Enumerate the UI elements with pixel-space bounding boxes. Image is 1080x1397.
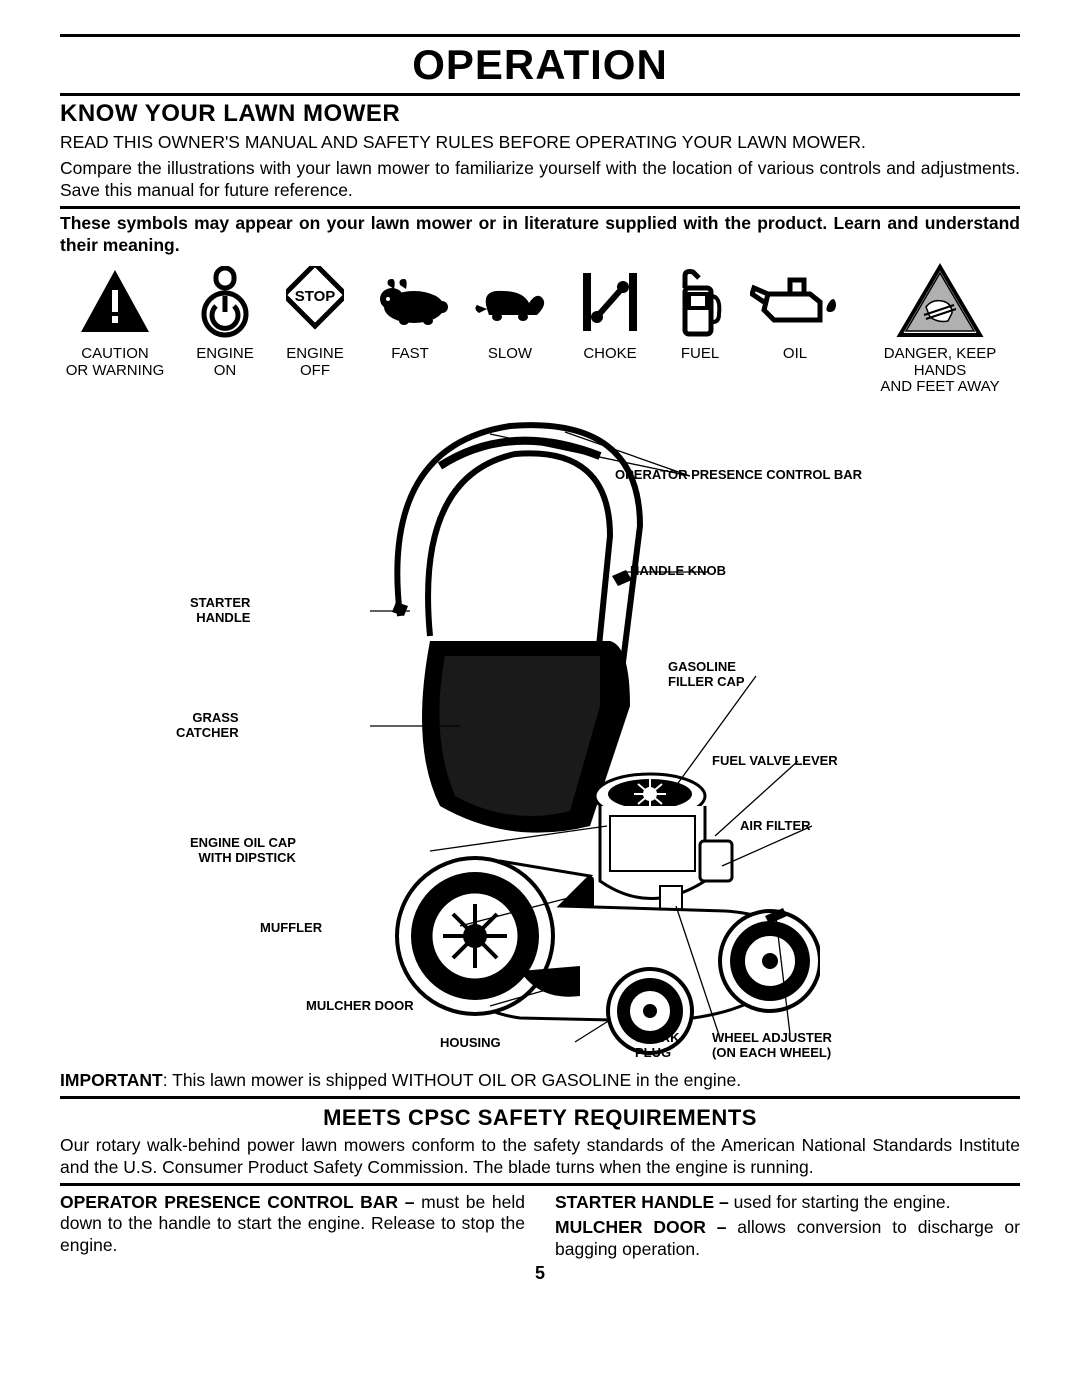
callout-catcher: GRASS CATCHER bbox=[176, 711, 239, 741]
callout-wheeladj: WHEEL ADJUSTER (ON EACH WHEEL) bbox=[712, 1031, 832, 1061]
engine-on-icon bbox=[196, 262, 254, 342]
important-text: : This lawn mower is shipped WITHOUT OIL… bbox=[163, 1070, 741, 1090]
symbols-row: CAUTION OR WARNING ENGINE ON STOP ENGINE… bbox=[60, 262, 1020, 396]
symbol-label: OIL bbox=[783, 346, 807, 363]
symbol-fuel: FUEL bbox=[670, 262, 730, 363]
symbols-intro: These symbols may appear on your lawn mo… bbox=[60, 213, 1020, 257]
callout-muffler: MUFFLER bbox=[260, 921, 322, 936]
symbol-engine-off: STOP ENGINE OFF bbox=[280, 262, 350, 379]
symbol-label: CAUTION bbox=[81, 346, 149, 363]
def-starter-text: used for starting the engine. bbox=[729, 1192, 951, 1212]
symbol-oil: OIL bbox=[750, 262, 840, 363]
cpsc-title: MEETS CPSC SAFETY REQUIREMENTS bbox=[60, 1105, 1020, 1131]
symbol-label: ENGINE bbox=[196, 346, 254, 363]
cpsc-text: Our rotary walk-behind power lawn mowers… bbox=[60, 1135, 1020, 1179]
callout-gas: GASOLINE FILLER CAP bbox=[668, 660, 745, 690]
mower-illustration bbox=[260, 406, 820, 1066]
page-title: OPERATION bbox=[60, 41, 1020, 89]
mower-diagram: OPERATOR PRESENCE CONTROL BAR HANDLE KNO… bbox=[60, 406, 1020, 1066]
symbol-caution: CAUTION OR WARNING bbox=[60, 262, 170, 379]
symbol-label: SLOW bbox=[488, 346, 532, 363]
oil-icon bbox=[750, 262, 840, 342]
callout-oilcap: ENGINE OIL CAP WITH DIPSTICK bbox=[190, 836, 296, 866]
callout-housing: HOUSING bbox=[440, 1036, 501, 1051]
slow-icon bbox=[471, 262, 549, 342]
rule-1 bbox=[60, 206, 1020, 209]
def-opc-label: OPERATOR PRESENCE CONTROL BAR – bbox=[60, 1192, 414, 1212]
callout-knob: HANDLE KNOB bbox=[630, 564, 726, 579]
rule-3 bbox=[60, 1183, 1020, 1186]
callout-airfilter: AIR FILTER bbox=[740, 819, 811, 834]
important-label: IMPORTANT bbox=[60, 1070, 163, 1090]
top-rule bbox=[60, 34, 1020, 37]
symbol-label: DANGER, KEEP HANDS bbox=[860, 346, 1020, 379]
symbol-label: FUEL bbox=[681, 346, 719, 363]
caution-icon bbox=[79, 262, 151, 342]
engine-off-icon: STOP bbox=[286, 262, 344, 342]
fast-icon bbox=[370, 262, 450, 342]
col-left: OPERATOR PRESENCE CONTROL BAR – must be … bbox=[60, 1192, 525, 1262]
rule-2 bbox=[60, 1096, 1020, 1099]
definitions: OPERATOR PRESENCE CONTROL BAR – must be … bbox=[60, 1192, 1020, 1262]
symbol-fast: FAST bbox=[370, 262, 450, 363]
def-starter-label: STARTER HANDLE – bbox=[555, 1192, 729, 1212]
svg-text:STOP: STOP bbox=[295, 288, 336, 305]
intro-1: READ THIS OWNER'S MANUAL AND SAFETY RULE… bbox=[60, 132, 1020, 154]
section-title: KNOW YOUR LAWN MOWER bbox=[60, 100, 1020, 128]
symbol-label: FAST bbox=[391, 346, 429, 363]
symbol-label: ON bbox=[214, 363, 237, 380]
callout-spark: SPARK PLUG bbox=[635, 1031, 680, 1061]
def-mulcher-label: MULCHER DOOR – bbox=[555, 1217, 726, 1237]
symbol-choke: CHOKE bbox=[570, 262, 650, 363]
symbol-danger: DANGER, KEEP HANDS AND FEET AWAY bbox=[860, 262, 1020, 396]
callout-starter: STARTER HANDLE bbox=[190, 596, 250, 626]
title-rule bbox=[60, 93, 1020, 96]
intro-2: Compare the illustrations with your lawn… bbox=[60, 158, 1020, 202]
callout-opc: OPERATOR PRESENCE CONTROL BAR bbox=[615, 468, 862, 483]
choke-icon bbox=[571, 262, 649, 342]
page-number: 5 bbox=[60, 1263, 1020, 1284]
symbol-slow: SLOW bbox=[470, 262, 550, 363]
danger-icon bbox=[896, 262, 984, 342]
symbol-label: OFF bbox=[300, 363, 330, 380]
fuel-icon bbox=[675, 262, 725, 342]
symbol-label: AND FEET AWAY bbox=[880, 379, 999, 396]
symbol-label: CHOKE bbox=[583, 346, 636, 363]
col-right: STARTER HANDLE – used for starting the e… bbox=[555, 1192, 1020, 1262]
important-note: IMPORTANT: This lawn mower is shipped WI… bbox=[60, 1070, 1020, 1092]
callout-mulcher: MULCHER DOOR bbox=[306, 999, 414, 1014]
callout-fuelvalve: FUEL VALVE LEVER bbox=[712, 754, 838, 769]
symbol-label: OR WARNING bbox=[66, 363, 165, 380]
symbol-label: ENGINE bbox=[286, 346, 344, 363]
symbol-engine-on: ENGINE ON bbox=[190, 262, 260, 379]
